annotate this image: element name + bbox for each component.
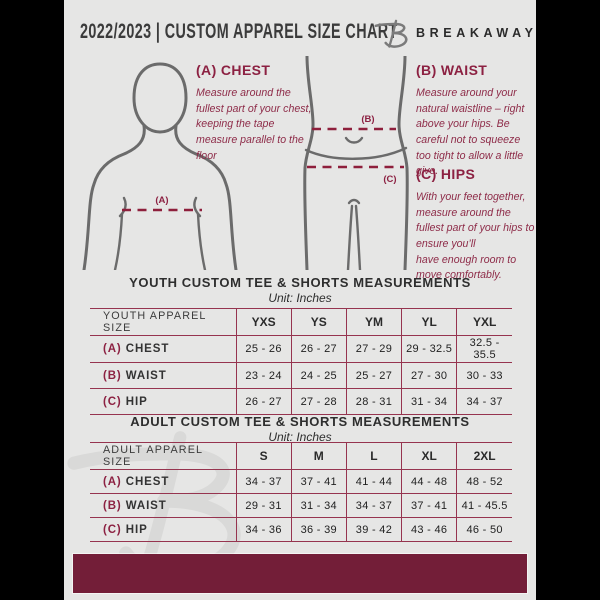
size-header-row: YOUTH APPAREL SIZE YXS YS YM YL YXL bbox=[90, 308, 512, 336]
breakaway-logo-icon bbox=[374, 15, 410, 51]
lower-body-diagram: (B) (C) bbox=[303, 56, 409, 270]
measurement-cell: 28 - 31 bbox=[345, 388, 402, 415]
measurement-cell: 32.5 - 35.5 bbox=[456, 335, 512, 363]
apparel-size-corner-header: YOUTH APPAREL SIZE bbox=[103, 310, 207, 334]
measurement-row-label: (C) HIP bbox=[103, 395, 148, 408]
waist-heading: (B) WAIST bbox=[416, 62, 488, 78]
youth-section-title: YOUTH CUSTOM TEE & SHORTS MEASUREMENTS bbox=[129, 275, 471, 290]
size-column-header: YS bbox=[290, 308, 347, 336]
measurement-cell: 44 - 48 bbox=[401, 469, 457, 494]
size-column-header: M bbox=[290, 442, 347, 470]
measurement-cell: 26 - 27 bbox=[290, 335, 347, 363]
measurement-cell: 48 - 52 bbox=[456, 469, 512, 494]
measurement-row: (C) HIP 34 - 36 36 - 39 39 - 42 43 - 46 46 - … bbox=[90, 517, 512, 542]
chest-marker-label: (A) bbox=[155, 195, 168, 206]
measurement-row: (A) CHEST 25 - 26 26 - 27 27 - 29 29 - 32.5 3… bbox=[90, 335, 512, 363]
measurement-cell: 34 - 36 bbox=[235, 517, 292, 542]
measurement-cell: 34 - 37 bbox=[235, 469, 292, 494]
size-column-header: YXL bbox=[456, 308, 512, 336]
measurement-cell: 27 - 30 bbox=[401, 362, 457, 389]
measurement-cell: 46 - 50 bbox=[456, 517, 512, 542]
measurement-cell: 39 - 42 bbox=[345, 517, 402, 542]
content-layer: 2022/2023 | CUSTOM APPAREL SIZE CHART BR… bbox=[64, 0, 536, 600]
torso-diagram: (A) bbox=[82, 62, 238, 270]
measurement-row: (B) WAIST 29 - 31 31 - 34 34 - 37 37 - 41 41 … bbox=[90, 493, 512, 518]
measurement-row: (C) HIP 26 - 27 27 - 28 28 - 31 31 - 34 34 - … bbox=[90, 388, 512, 415]
marker-prefix: (B) bbox=[103, 369, 122, 382]
measurement-row-label: (A) CHEST bbox=[103, 343, 170, 355]
measurement-cell: 34 - 37 bbox=[456, 388, 512, 415]
measurement-cell: 27 - 29 bbox=[345, 335, 402, 363]
youth-unit-label: Unit: Inches bbox=[268, 291, 332, 305]
size-column-header: YM bbox=[345, 308, 402, 336]
footer-accent-bar bbox=[72, 553, 528, 594]
chest-instructions: Measure around the fullest part of your … bbox=[196, 87, 312, 162]
measurement-cell: 43 - 46 bbox=[401, 517, 457, 542]
size-header-row: ADULT APPAREL SIZE S M L XL 2XL bbox=[90, 442, 512, 470]
adult-size-table: ADULT APPAREL SIZE S M L XL 2XL (A) CHEST 34 - … bbox=[90, 442, 512, 542]
size-column-header: L bbox=[345, 442, 402, 470]
marker-prefix: (C) bbox=[103, 523, 122, 536]
size-column-header: 2XL bbox=[456, 442, 512, 470]
adult-unit-label: Unit: Inches bbox=[268, 430, 332, 444]
chest-heading: (A) CHEST bbox=[196, 62, 271, 78]
measurement-row-label: (B) WAIST bbox=[103, 369, 167, 382]
marker-prefix: (C) bbox=[103, 395, 122, 408]
measurement-cell: 41 - 44 bbox=[345, 469, 402, 494]
hips-marker-label: (C) bbox=[383, 174, 396, 185]
measurement-cell: 36 - 39 bbox=[290, 517, 347, 542]
apparel-size-corner-header: ADULT APPAREL SIZE bbox=[103, 444, 203, 468]
waist-marker-label: (B) bbox=[361, 114, 374, 125]
youth-size-table: YOUTH APPAREL SIZE YXS YS YM YL YXL (A) CHEST 2… bbox=[90, 308, 512, 415]
measurement-cell: 34 - 37 bbox=[345, 493, 402, 518]
marker-prefix: (A) bbox=[103, 475, 122, 488]
measurement-row-label: (A) CHEST bbox=[103, 475, 170, 488]
size-column-header: S bbox=[235, 442, 292, 470]
size-column-header: YL bbox=[401, 308, 457, 336]
measurement-cell: 37 - 41 bbox=[290, 469, 347, 494]
measurement-row: (A) CHEST 34 - 37 37 - 41 41 - 44 44 - 48 48 … bbox=[90, 469, 512, 494]
marker-prefix: (B) bbox=[103, 499, 122, 512]
measurement-cell: 41 - 45.5 bbox=[456, 493, 512, 518]
measurement-row: (B) WAIST 23 - 24 24 - 25 25 - 27 27 - 30 30 … bbox=[90, 362, 512, 389]
measurement-cell: 37 - 41 bbox=[401, 493, 457, 518]
measurement-cell: 26 - 27 bbox=[235, 388, 292, 415]
size-column-header: XL bbox=[401, 442, 457, 470]
document-title: 2022/2023 | CUSTOM APPAREL SIZE CHART bbox=[80, 18, 398, 44]
measurement-cell: 29 - 32.5 bbox=[401, 335, 457, 363]
waist-instructions: Measure around your natural waistline – … bbox=[416, 87, 525, 178]
marker-prefix: (A) bbox=[103, 343, 122, 355]
measurement-row-label: (C) HIP bbox=[103, 523, 148, 536]
measurement-cell: 30 - 33 bbox=[456, 362, 512, 389]
measurement-cell: 24 - 25 bbox=[290, 362, 347, 389]
measurement-cell: 29 - 31 bbox=[235, 493, 292, 518]
hips-instructions: With your feet together, measure around … bbox=[416, 191, 535, 282]
adult-section-title: ADULT CUSTOM TEE & SHORTS MEASUREMENTS bbox=[130, 414, 470, 429]
brand-name: BREAKAWAY bbox=[416, 26, 536, 40]
measurement-row-label: (B) WAIST bbox=[103, 499, 167, 512]
measurement-cell: 25 - 27 bbox=[345, 362, 402, 389]
measurement-cell: 25 - 26 bbox=[235, 335, 292, 363]
measurement-cell: 27 - 28 bbox=[290, 388, 347, 415]
measurement-cell: 31 - 34 bbox=[401, 388, 457, 415]
size-chart-page: 2022/2023 | CUSTOM APPAREL SIZE CHART BR… bbox=[64, 0, 536, 600]
measurement-cell: 23 - 24 bbox=[235, 362, 292, 389]
size-column-header: YXS bbox=[235, 308, 292, 336]
hips-heading: (C) HIPS bbox=[416, 166, 476, 182]
measurement-cell: 31 - 34 bbox=[290, 493, 347, 518]
